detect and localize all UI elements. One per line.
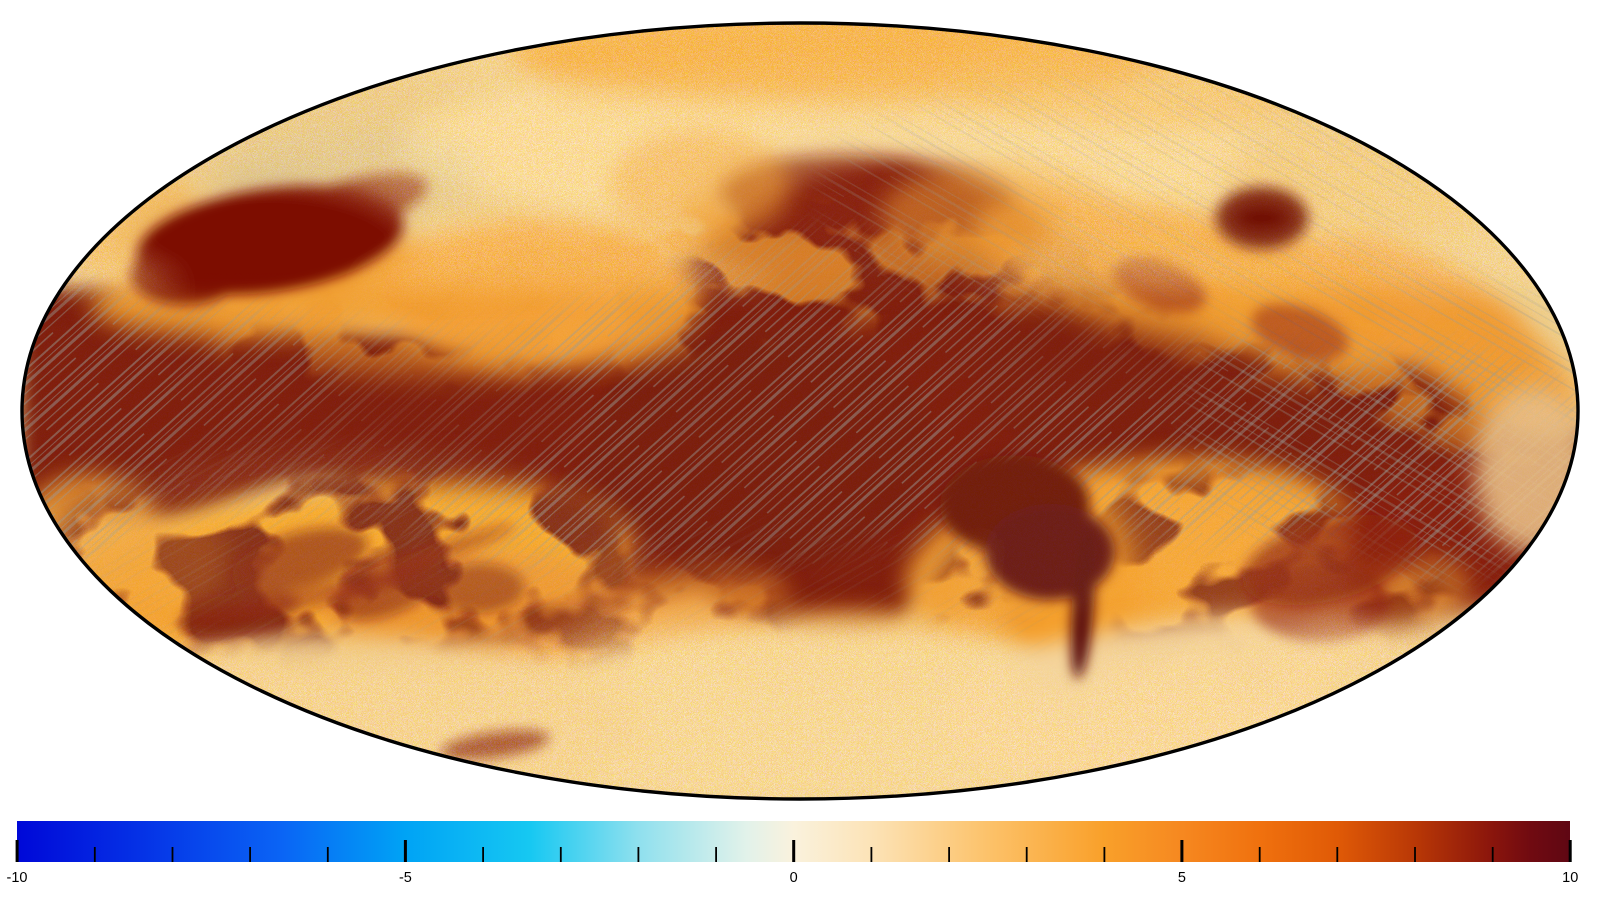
svg-text:0: 0 (790, 870, 798, 886)
svg-text:-10: -10 (7, 870, 28, 886)
svg-text:10: 10 (1562, 870, 1578, 886)
svg-text:5: 5 (1178, 870, 1186, 886)
svg-text:-5: -5 (399, 870, 412, 886)
